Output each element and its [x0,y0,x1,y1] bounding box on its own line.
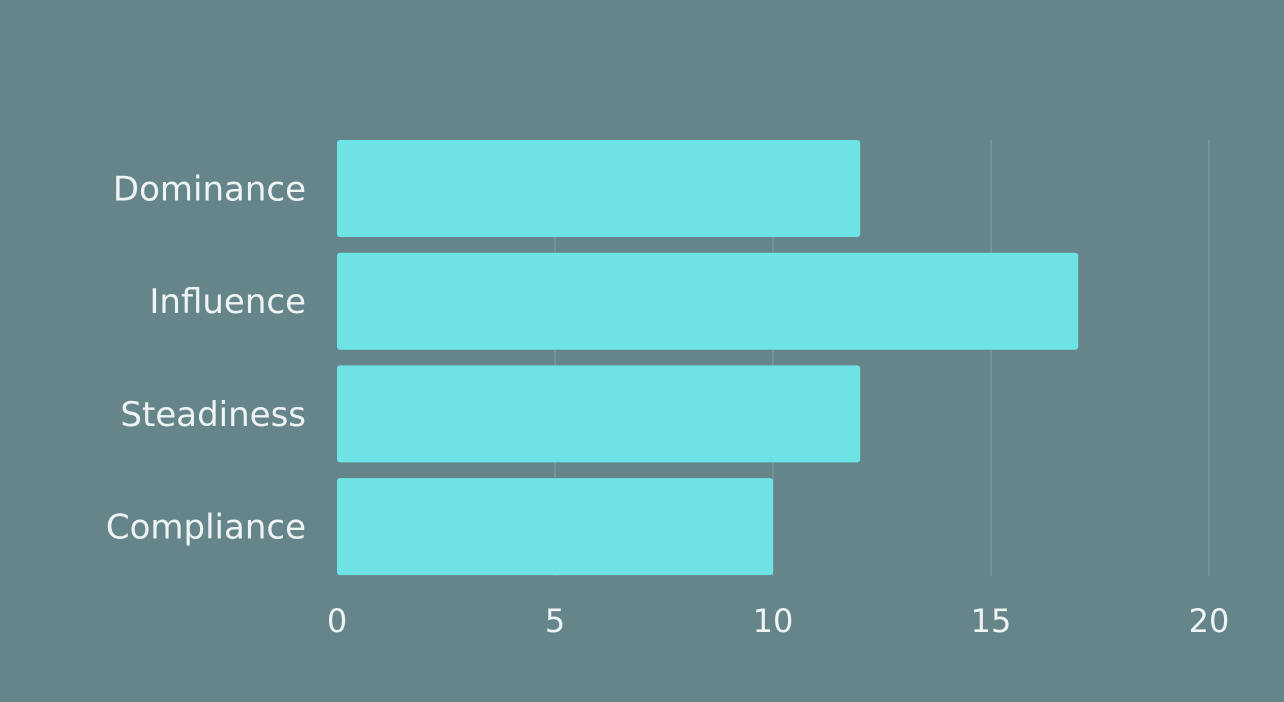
bar-compliance [337,478,773,576]
x-tick-label: 20 [1189,602,1230,640]
bar-influence [337,252,1079,350]
category-label-compliance: Compliance [106,508,306,548]
category-label-steadiness: Steadiness [120,395,306,435]
category-labels: Dominance Influence Steadiness Compliance [106,170,306,548]
category-label-dominance: Dominance [113,170,306,210]
x-tick-label: 10 [753,602,794,640]
bar-dominance [337,140,861,237]
x-axis-tick-labels: 0 5 10 15 20 [327,602,1230,640]
bars [337,140,1079,576]
x-tick-label: 0 [327,602,347,640]
x-tick-label: 5 [545,602,565,640]
bar-steadiness [337,365,861,463]
x-tick-label: 15 [971,602,1012,640]
category-label-influence: Influence [149,282,306,322]
